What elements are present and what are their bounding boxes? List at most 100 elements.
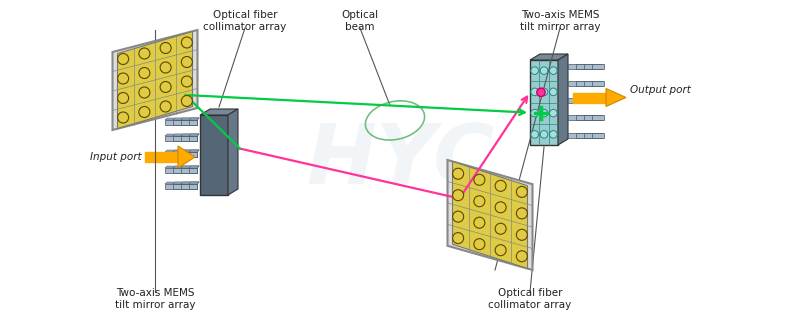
Polygon shape — [173, 182, 199, 184]
FancyBboxPatch shape — [189, 168, 197, 173]
Polygon shape — [165, 118, 199, 120]
Circle shape — [453, 190, 464, 201]
Circle shape — [495, 202, 506, 213]
Circle shape — [531, 88, 538, 96]
FancyBboxPatch shape — [592, 81, 604, 86]
Polygon shape — [189, 118, 199, 120]
Polygon shape — [200, 109, 238, 115]
Circle shape — [540, 131, 548, 138]
Text: Output port: Output port — [630, 84, 691, 94]
FancyBboxPatch shape — [181, 120, 197, 125]
FancyBboxPatch shape — [165, 184, 197, 189]
FancyBboxPatch shape — [576, 115, 600, 120]
Polygon shape — [453, 162, 527, 268]
Circle shape — [474, 239, 485, 250]
FancyBboxPatch shape — [592, 98, 604, 103]
Circle shape — [474, 174, 485, 185]
Circle shape — [474, 217, 485, 228]
Circle shape — [474, 196, 485, 207]
Circle shape — [540, 67, 548, 75]
Polygon shape — [181, 150, 199, 152]
Circle shape — [550, 109, 557, 117]
Polygon shape — [181, 134, 199, 136]
FancyBboxPatch shape — [592, 115, 604, 120]
FancyBboxPatch shape — [568, 115, 598, 120]
Text: Optical fiber
collimator array: Optical fiber collimator array — [488, 288, 572, 310]
Polygon shape — [606, 89, 626, 107]
Polygon shape — [447, 160, 533, 270]
Polygon shape — [173, 166, 199, 168]
FancyBboxPatch shape — [165, 136, 197, 141]
FancyBboxPatch shape — [173, 168, 197, 173]
FancyBboxPatch shape — [592, 63, 604, 68]
Polygon shape — [228, 109, 238, 195]
Circle shape — [118, 92, 129, 103]
FancyBboxPatch shape — [173, 136, 197, 141]
FancyBboxPatch shape — [181, 184, 197, 189]
FancyBboxPatch shape — [576, 63, 600, 68]
Circle shape — [495, 245, 506, 256]
Circle shape — [160, 62, 171, 73]
Polygon shape — [181, 166, 199, 168]
FancyBboxPatch shape — [173, 152, 197, 157]
Polygon shape — [165, 166, 199, 168]
Polygon shape — [200, 115, 228, 195]
Circle shape — [182, 37, 192, 48]
Circle shape — [182, 76, 192, 87]
Circle shape — [139, 48, 150, 59]
Circle shape — [531, 109, 538, 117]
FancyBboxPatch shape — [584, 98, 602, 103]
FancyBboxPatch shape — [568, 98, 598, 103]
FancyBboxPatch shape — [173, 184, 197, 189]
Polygon shape — [118, 31, 193, 129]
Text: Input port: Input port — [90, 152, 142, 162]
Circle shape — [531, 131, 538, 138]
FancyBboxPatch shape — [189, 136, 197, 141]
Circle shape — [516, 229, 527, 240]
Circle shape — [550, 88, 557, 96]
Polygon shape — [165, 134, 199, 136]
FancyBboxPatch shape — [181, 152, 197, 157]
Polygon shape — [189, 150, 199, 152]
FancyBboxPatch shape — [173, 120, 197, 125]
Polygon shape — [189, 182, 199, 184]
Text: Optical fiber
collimator array: Optical fiber collimator array — [203, 10, 286, 32]
Polygon shape — [165, 150, 199, 152]
Polygon shape — [145, 152, 178, 162]
Text: Two-axis MEMS
tilt mirror array: Two-axis MEMS tilt mirror array — [520, 10, 600, 32]
Circle shape — [516, 208, 527, 219]
Circle shape — [118, 112, 129, 123]
Polygon shape — [178, 146, 195, 168]
Circle shape — [516, 251, 527, 262]
Polygon shape — [530, 54, 568, 60]
FancyBboxPatch shape — [189, 184, 197, 189]
Polygon shape — [113, 30, 198, 130]
FancyBboxPatch shape — [165, 152, 197, 157]
Circle shape — [182, 57, 192, 68]
Circle shape — [540, 109, 548, 117]
Circle shape — [160, 101, 171, 112]
Circle shape — [516, 186, 527, 197]
FancyBboxPatch shape — [181, 136, 197, 141]
Circle shape — [160, 43, 171, 53]
FancyBboxPatch shape — [568, 132, 598, 138]
Circle shape — [139, 107, 150, 117]
FancyBboxPatch shape — [189, 120, 197, 125]
Polygon shape — [189, 166, 199, 168]
Circle shape — [453, 211, 464, 222]
Polygon shape — [573, 92, 606, 102]
FancyBboxPatch shape — [584, 115, 602, 120]
Polygon shape — [173, 118, 199, 120]
FancyBboxPatch shape — [584, 63, 602, 68]
Polygon shape — [173, 150, 199, 152]
Circle shape — [453, 168, 464, 179]
Circle shape — [495, 180, 506, 191]
Circle shape — [139, 68, 150, 78]
FancyBboxPatch shape — [165, 120, 197, 125]
Circle shape — [540, 88, 548, 96]
FancyBboxPatch shape — [592, 132, 604, 138]
Text: HYC: HYC — [306, 119, 494, 201]
Polygon shape — [181, 118, 199, 120]
FancyBboxPatch shape — [568, 63, 598, 68]
Circle shape — [453, 233, 464, 244]
